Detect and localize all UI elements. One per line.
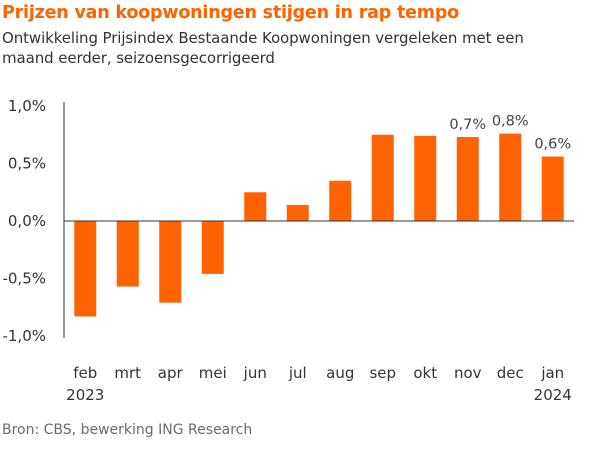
y-tick-label: 1,0% (8, 97, 46, 115)
bar (159, 221, 182, 303)
bar (201, 221, 224, 274)
y-tick-label: -1,0% (2, 327, 46, 345)
chart-subtitle: Ontwikkeling Prijsindex Bestaande Koopwo… (2, 29, 524, 67)
x-tick-label: dec (497, 364, 524, 382)
x-tick-label: nov (454, 364, 482, 382)
data-label: 0,6% (534, 137, 571, 153)
x-tick-label: sep (369, 364, 396, 382)
bar (329, 180, 352, 221)
data-label: 0,7% (449, 117, 486, 133)
x-tick-label: apr (158, 364, 184, 382)
bar (244, 192, 267, 221)
x-tick-label: okt (413, 364, 437, 382)
y-tick-label: -0,5% (2, 270, 46, 288)
x-year-label: 2024 (534, 386, 572, 404)
x-tick-label: mei (199, 364, 227, 382)
x-year-label: 2023 (66, 386, 104, 404)
source-note: Bron: CBS, bewerking ING Research (2, 422, 253, 438)
chart-title: Prijzen van koopwoningen stijgen in rap … (2, 3, 459, 23)
x-tick-label: aug (326, 364, 354, 382)
x-tick-label: jul (288, 364, 307, 382)
bar (116, 221, 139, 287)
bar (456, 137, 479, 221)
y-tick-label: 0,5% (8, 155, 46, 173)
x-tick-label: mrt (114, 364, 141, 382)
bar (74, 221, 97, 317)
x-tick-label: jan (540, 364, 564, 382)
bar (414, 135, 437, 221)
bar (499, 133, 522, 221)
x-tick-label: feb (73, 364, 97, 382)
bar (541, 156, 564, 221)
data-label: 0,8% (492, 114, 529, 130)
bar (371, 134, 394, 221)
x-tick-label: jun (243, 364, 267, 382)
bar (286, 204, 309, 221)
y-tick-label: 0,0% (8, 212, 46, 230)
